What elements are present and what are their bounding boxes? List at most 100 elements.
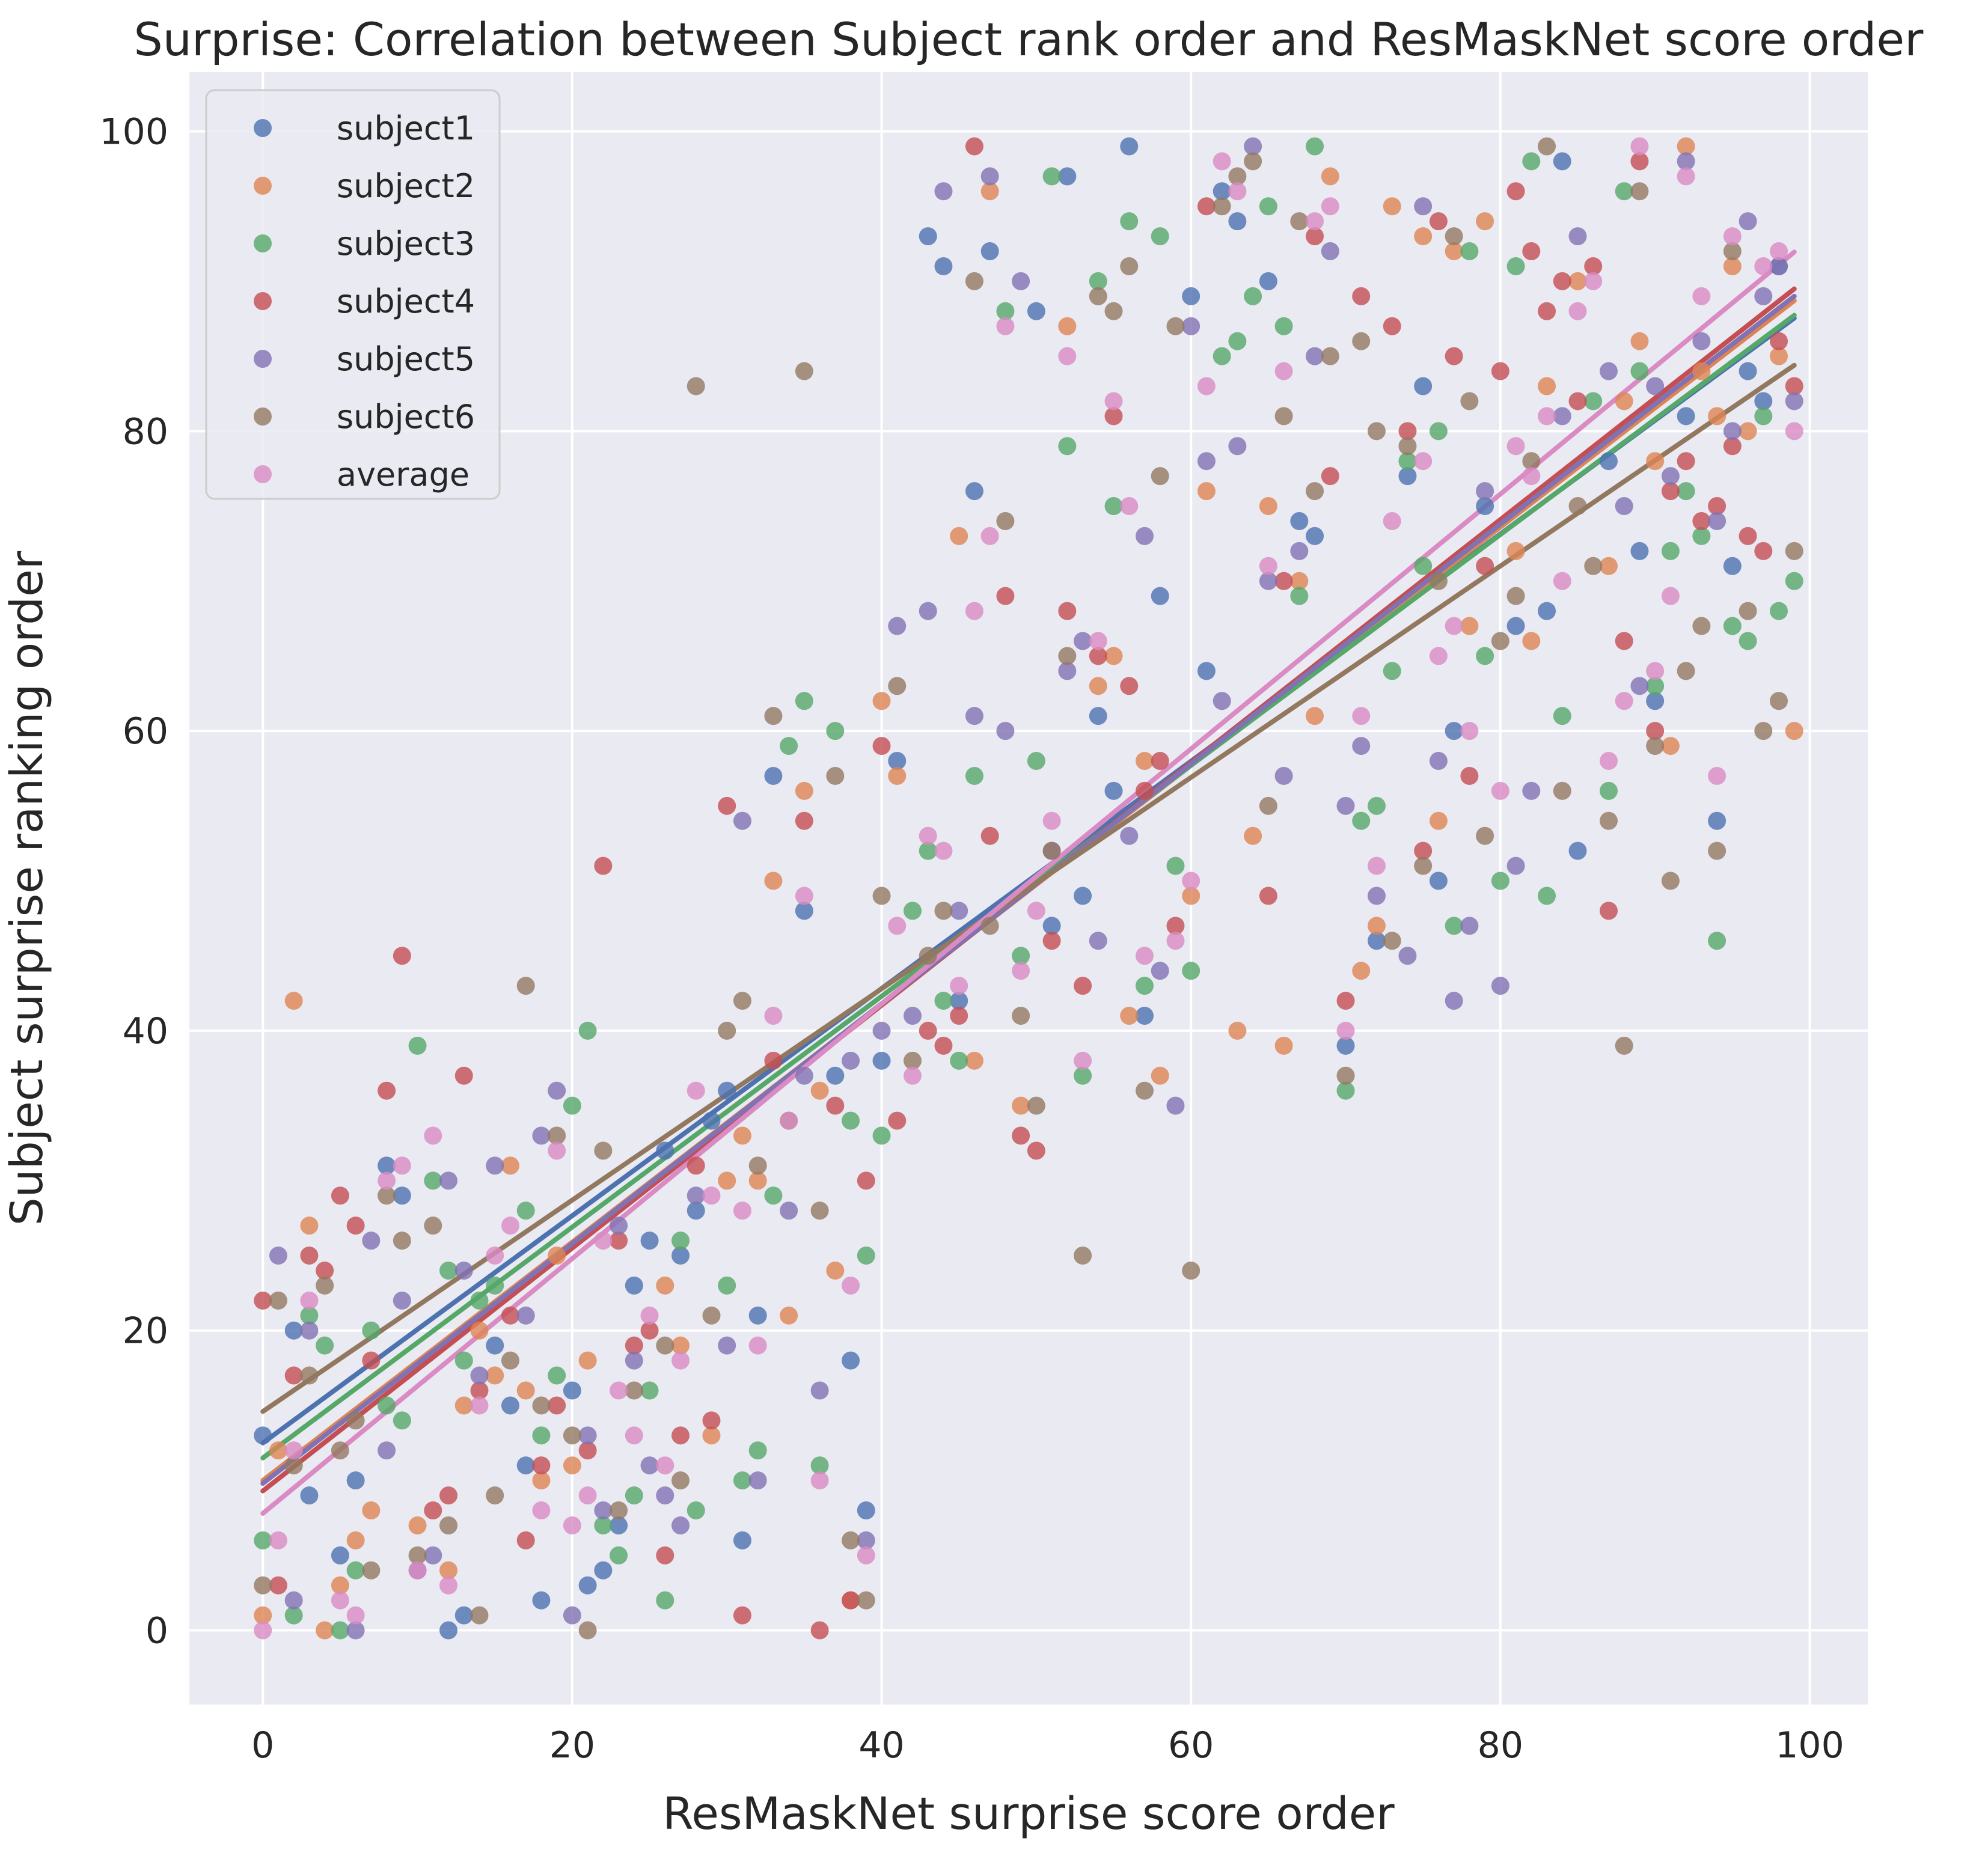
data-point-subject6	[1476, 826, 1494, 845]
data-point-subject5	[594, 1501, 613, 1520]
data-point-subject3	[1615, 182, 1633, 201]
series-average	[254, 137, 1803, 1640]
data-point-subject3	[1244, 287, 1262, 305]
data-point-subject6	[1383, 932, 1401, 950]
data-point-subject5	[532, 1126, 551, 1145]
data-point-subject3	[563, 1096, 581, 1115]
data-point-subject3	[1476, 647, 1494, 665]
data-point-subject1	[826, 1066, 845, 1085]
legend-label: subject5	[337, 340, 475, 378]
data-point-average	[1383, 511, 1401, 530]
x-tick-label: 100	[1775, 1724, 1844, 1766]
data-point-subject5	[980, 167, 999, 186]
data-point-subject1	[1074, 887, 1092, 905]
data-point-subject6	[764, 707, 783, 725]
data-point-subject2	[748, 1171, 767, 1190]
x-tick-label: 0	[251, 1724, 274, 1766]
data-point-average	[656, 1456, 674, 1475]
data-point-subject3	[904, 902, 922, 920]
data-point-subject1	[501, 1396, 519, 1415]
data-point-subject6	[610, 1501, 628, 1520]
data-point-subject5	[904, 1006, 922, 1025]
data-point-subject6	[748, 1156, 767, 1175]
data-point-subject6	[625, 1381, 643, 1400]
series-subject2	[254, 137, 1803, 1640]
data-point-average	[1429, 647, 1448, 665]
data-point-subject4	[316, 1261, 334, 1280]
data-point-subject2	[1630, 332, 1649, 350]
data-point-subject4	[842, 1591, 860, 1610]
data-point-subject6	[1615, 1036, 1633, 1055]
data-point-subject4	[810, 1621, 829, 1640]
data-point-subject6	[1042, 841, 1061, 860]
data-point-average	[439, 1576, 458, 1595]
data-point-subject3	[656, 1591, 674, 1610]
data-point-subject4	[610, 1232, 628, 1250]
data-point-subject1	[1042, 917, 1061, 935]
data-point-subject2	[486, 1366, 504, 1385]
data-point-average	[1630, 137, 1649, 156]
data-point-subject1	[1228, 212, 1247, 231]
data-point-subject2	[1739, 422, 1757, 441]
data-point-subject3	[965, 766, 983, 785]
data-point-subject4	[269, 1576, 287, 1595]
data-point-subject5	[1553, 407, 1571, 426]
data-point-subject6	[1538, 137, 1556, 156]
data-point-average	[1182, 872, 1200, 890]
data-point-subject5	[1445, 992, 1463, 1010]
data-point-subject1	[300, 1486, 319, 1505]
data-point-subject5	[1166, 1096, 1185, 1115]
data-point-subject6	[1522, 452, 1541, 471]
legend-marker	[254, 350, 272, 368]
data-point-subject4	[516, 1531, 535, 1549]
data-point-subject4	[594, 856, 613, 875]
data-point-subject1	[1677, 407, 1695, 426]
data-point-subject6	[1754, 722, 1773, 740]
data-point-average	[1012, 962, 1030, 980]
data-point-subject2	[1321, 167, 1339, 186]
series-subject4	[254, 137, 1803, 1640]
data-point-average	[1506, 437, 1525, 456]
data-point-subject4	[1445, 347, 1463, 365]
data-point-subject1	[1414, 377, 1433, 395]
data-point-subject6	[934, 902, 953, 920]
series-subject3	[254, 137, 1803, 1640]
data-point-subject6	[378, 1186, 396, 1205]
data-point-subject6	[578, 1621, 597, 1640]
data-point-average	[486, 1247, 504, 1265]
data-point-subject1	[1506, 617, 1525, 635]
legend-label: subject3	[337, 225, 475, 263]
data-point-subject6	[269, 1291, 287, 1310]
y-tick-label: 20	[123, 1310, 168, 1352]
data-point-subject3	[872, 1126, 891, 1145]
data-point-subject6	[1120, 257, 1139, 275]
data-point-subject4	[934, 1036, 953, 1055]
data-point-average	[1336, 1021, 1355, 1040]
data-point-subject4	[1599, 902, 1618, 920]
data-point-subject3	[748, 1441, 767, 1460]
data-point-subject3	[780, 737, 798, 756]
data-point-average	[331, 1591, 349, 1610]
data-point-subject1	[888, 752, 907, 771]
data-point-subject4	[1027, 1141, 1045, 1160]
series-subject6	[254, 137, 1803, 1640]
data-point-subject2	[888, 766, 907, 785]
data-point-subject5	[269, 1247, 287, 1265]
data-point-subject3	[1012, 947, 1030, 965]
data-point-subject1	[486, 1336, 504, 1355]
data-point-subject2	[965, 1051, 983, 1070]
data-point-subject3	[1182, 962, 1200, 980]
data-point-average	[1027, 902, 1045, 920]
data-point-subject4	[1042, 932, 1061, 950]
data-point-subject4	[625, 1336, 643, 1355]
data-point-subject2	[408, 1516, 427, 1534]
data-point-subject1	[393, 1186, 411, 1205]
data-point-subject3	[378, 1396, 396, 1415]
data-point-average	[532, 1501, 551, 1520]
data-point-subject2	[1599, 557, 1618, 575]
data-point-subject6	[1290, 212, 1309, 231]
data-point-subject4	[1506, 182, 1525, 201]
data-point-average	[548, 1141, 566, 1160]
y-tick-label: 60	[123, 710, 168, 752]
data-point-subject5	[1568, 227, 1587, 246]
